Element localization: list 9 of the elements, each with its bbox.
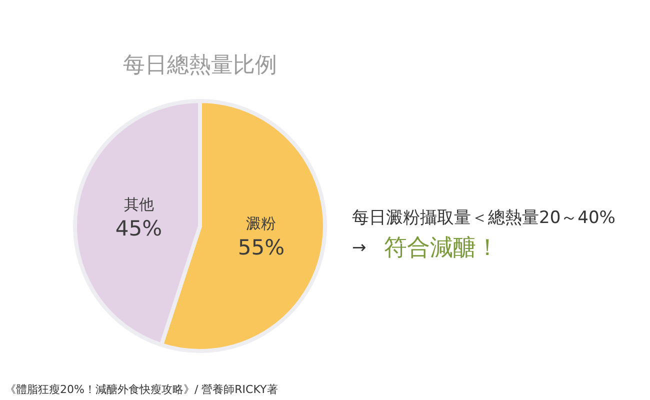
text: 《體脂狂瘦20%！減醣外食快瘦攻略》/ 營養師RICKY著	[5, 383, 278, 396]
slice-label: 其他	[124, 195, 154, 214]
text: →	[352, 238, 366, 258]
text: 每日澱粉攝取量＜總熱量20～40%	[352, 208, 616, 228]
data-label: 55%	[238, 236, 285, 260]
slice-label: 澱粉	[246, 214, 276, 233]
chart-title: 每日總熱量比例	[123, 53, 277, 78]
text: 符合減醣！	[384, 235, 499, 261]
data-label: 45%	[115, 216, 162, 240]
